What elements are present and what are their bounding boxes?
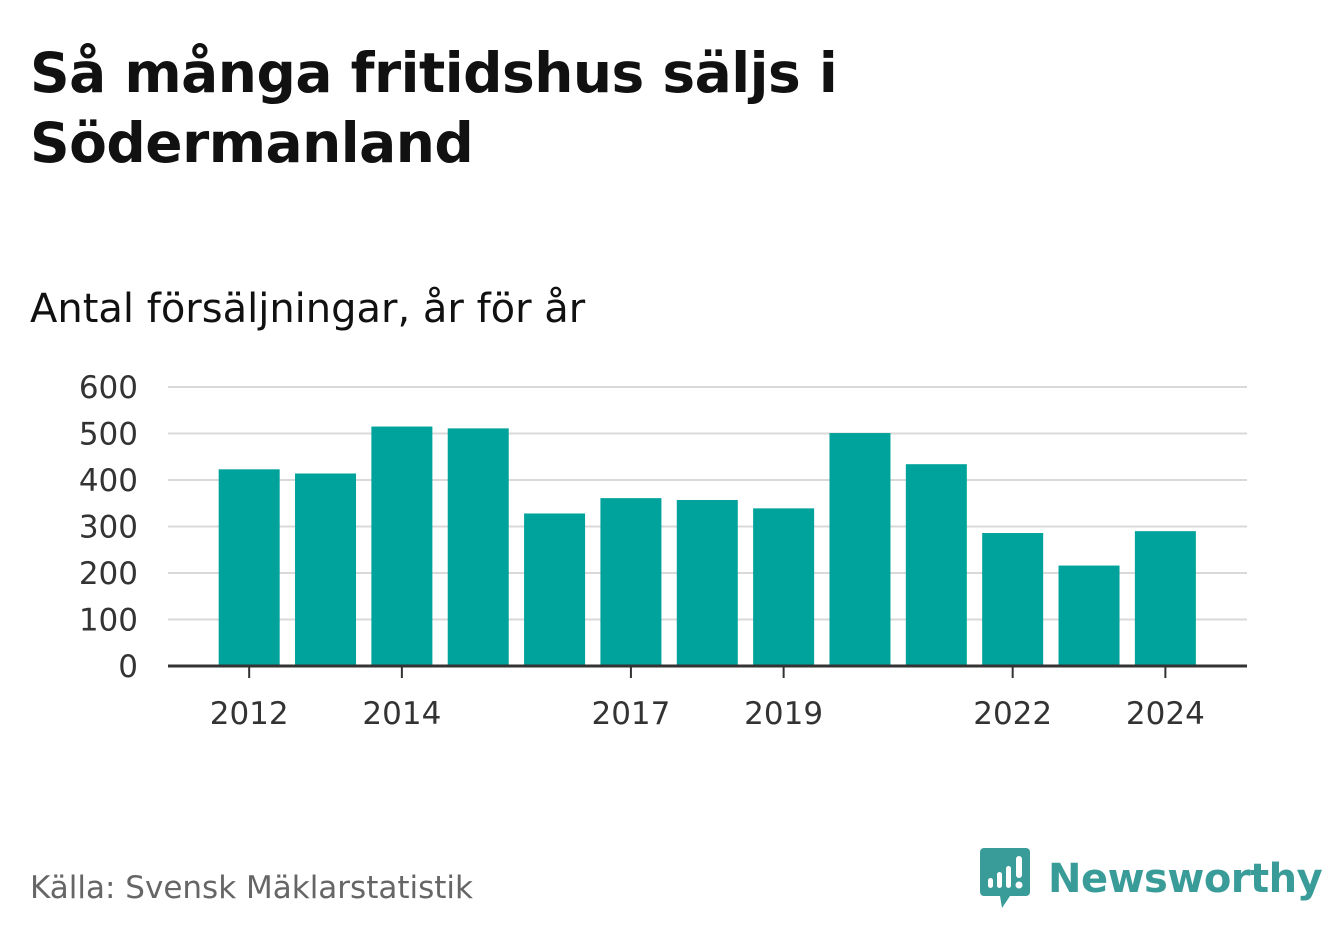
- bar-2014: [371, 426, 433, 666]
- y-tick-label: 600: [79, 370, 138, 406]
- bar-2019: [753, 508, 815, 666]
- y-tick-label: 0: [118, 649, 138, 685]
- x-tick-label: 2014: [362, 696, 441, 732]
- bar-2013: [295, 473, 357, 666]
- bar-2016: [524, 513, 586, 666]
- bar-2023: [1058, 565, 1120, 666]
- bar-2015: [447, 428, 509, 666]
- x-tick-label: 2022: [973, 696, 1052, 732]
- y-tick-label: 300: [79, 510, 138, 546]
- y-tick-label: 200: [79, 556, 138, 592]
- x-tick-label: 2019: [744, 696, 823, 732]
- bar-2024: [1134, 531, 1196, 666]
- bar-2021: [905, 464, 967, 666]
- bar-2022: [982, 533, 1044, 666]
- x-axis-labels: 2012 2014 2017 2019 2022 2024: [210, 696, 1205, 732]
- bar-2012: [218, 469, 280, 666]
- source-note: Källa: Svensk Mäklarstatistik: [30, 870, 473, 906]
- y-tick-label: 400: [79, 463, 138, 499]
- brand-name: Newsworthy: [1048, 856, 1322, 902]
- newsworthy-logo-icon: [980, 848, 1030, 908]
- y-axis-labels: 0 100 200 300 400 500 600: [79, 370, 138, 685]
- bar-2018: [676, 499, 738, 666]
- bar-2020: [829, 433, 891, 666]
- brand-logo: Newsworthy: [980, 848, 1322, 910]
- chart-subtitle: Antal försäljningar, år för år: [30, 286, 586, 332]
- bars: [218, 426, 1196, 666]
- x-axis: [168, 664, 1247, 678]
- bar-2017: [600, 498, 662, 666]
- chart-title: Så många fritidshus säljs i Södermanland: [30, 41, 838, 175]
- x-tick-label: 2017: [591, 696, 670, 732]
- y-tick-label: 100: [79, 603, 138, 639]
- x-tick-label: 2024: [1126, 696, 1205, 732]
- y-tick-label: 500: [79, 417, 138, 453]
- x-tick-label: 2012: [210, 696, 289, 732]
- bar-chart: 0 100 200 300 400 500 600 2012 2014 2017 2019 2022…: [79, 370, 1247, 732]
